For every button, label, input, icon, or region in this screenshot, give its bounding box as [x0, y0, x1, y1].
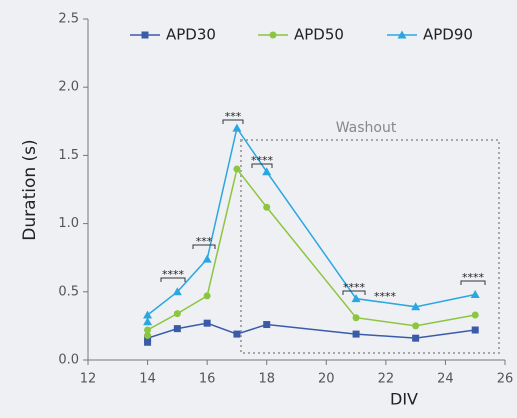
marker [232, 123, 242, 132]
marker [143, 317, 153, 326]
marker [470, 290, 480, 299]
marker [412, 322, 420, 330]
x-tick-label: 24 [437, 372, 454, 387]
marker [352, 314, 360, 322]
significance-bracket [192, 244, 216, 249]
marker [202, 254, 212, 263]
y-tick-label: 1.0 [58, 216, 79, 231]
y-tick-label: 0.5 [58, 284, 79, 299]
significance-label: **** [374, 290, 397, 303]
x-axis-label: DIV [390, 390, 418, 409]
y-axis-label: Duration (s) [20, 139, 40, 240]
significance-label: **** [162, 268, 185, 281]
significance-bracket [251, 163, 273, 168]
marker [263, 203, 271, 211]
y-tick-label: 2.0 [58, 80, 79, 95]
marker [411, 302, 421, 311]
marker [269, 31, 277, 39]
marker [351, 294, 361, 303]
x-tick-label: 18 [258, 372, 275, 387]
significance-label: **** [462, 271, 485, 284]
marker [412, 334, 420, 342]
y-tick-label: 1.5 [58, 148, 79, 163]
legend-label: APD90 [423, 26, 473, 44]
y-tick-label: 2.5 [58, 12, 79, 27]
significance-bracket [342, 290, 366, 295]
series-line [146, 126, 476, 322]
region-label: Washout [336, 120, 397, 136]
series-line [146, 322, 476, 343]
marker [233, 330, 241, 338]
marker [173, 325, 181, 333]
marker [143, 310, 153, 319]
x-tick-label: 20 [318, 372, 335, 387]
marker [173, 310, 181, 318]
marker [263, 321, 271, 329]
marker [471, 326, 479, 334]
x-tick-label: 16 [199, 372, 216, 387]
significance-label: **** [343, 281, 366, 294]
legend-label: APD30 [166, 26, 216, 44]
series-line [146, 167, 476, 336]
marker [203, 319, 211, 327]
marker [203, 292, 211, 300]
washout-region [240, 139, 500, 354]
significance-label: *** [225, 110, 242, 123]
y-tick-label: 0.0 [58, 353, 79, 368]
significance-bracket [160, 277, 186, 282]
significance-bracket [222, 119, 244, 124]
marker [144, 326, 152, 334]
x-tick-label: 12 [80, 372, 97, 387]
marker [172, 287, 182, 296]
x-tick-label: 26 [497, 372, 514, 387]
marker [471, 311, 479, 319]
x-tick-label: 22 [378, 372, 395, 387]
marker [352, 330, 360, 338]
marker [262, 167, 272, 176]
legend-label: APD50 [294, 26, 344, 44]
marker [141, 31, 149, 39]
significance-label: **** [251, 154, 274, 167]
significance-bracket [460, 280, 486, 285]
x-tick-label: 14 [139, 372, 156, 387]
marker [233, 165, 241, 173]
marker [397, 30, 407, 39]
marker [144, 338, 152, 346]
significance-label: *** [196, 235, 213, 248]
marker [144, 331, 152, 339]
